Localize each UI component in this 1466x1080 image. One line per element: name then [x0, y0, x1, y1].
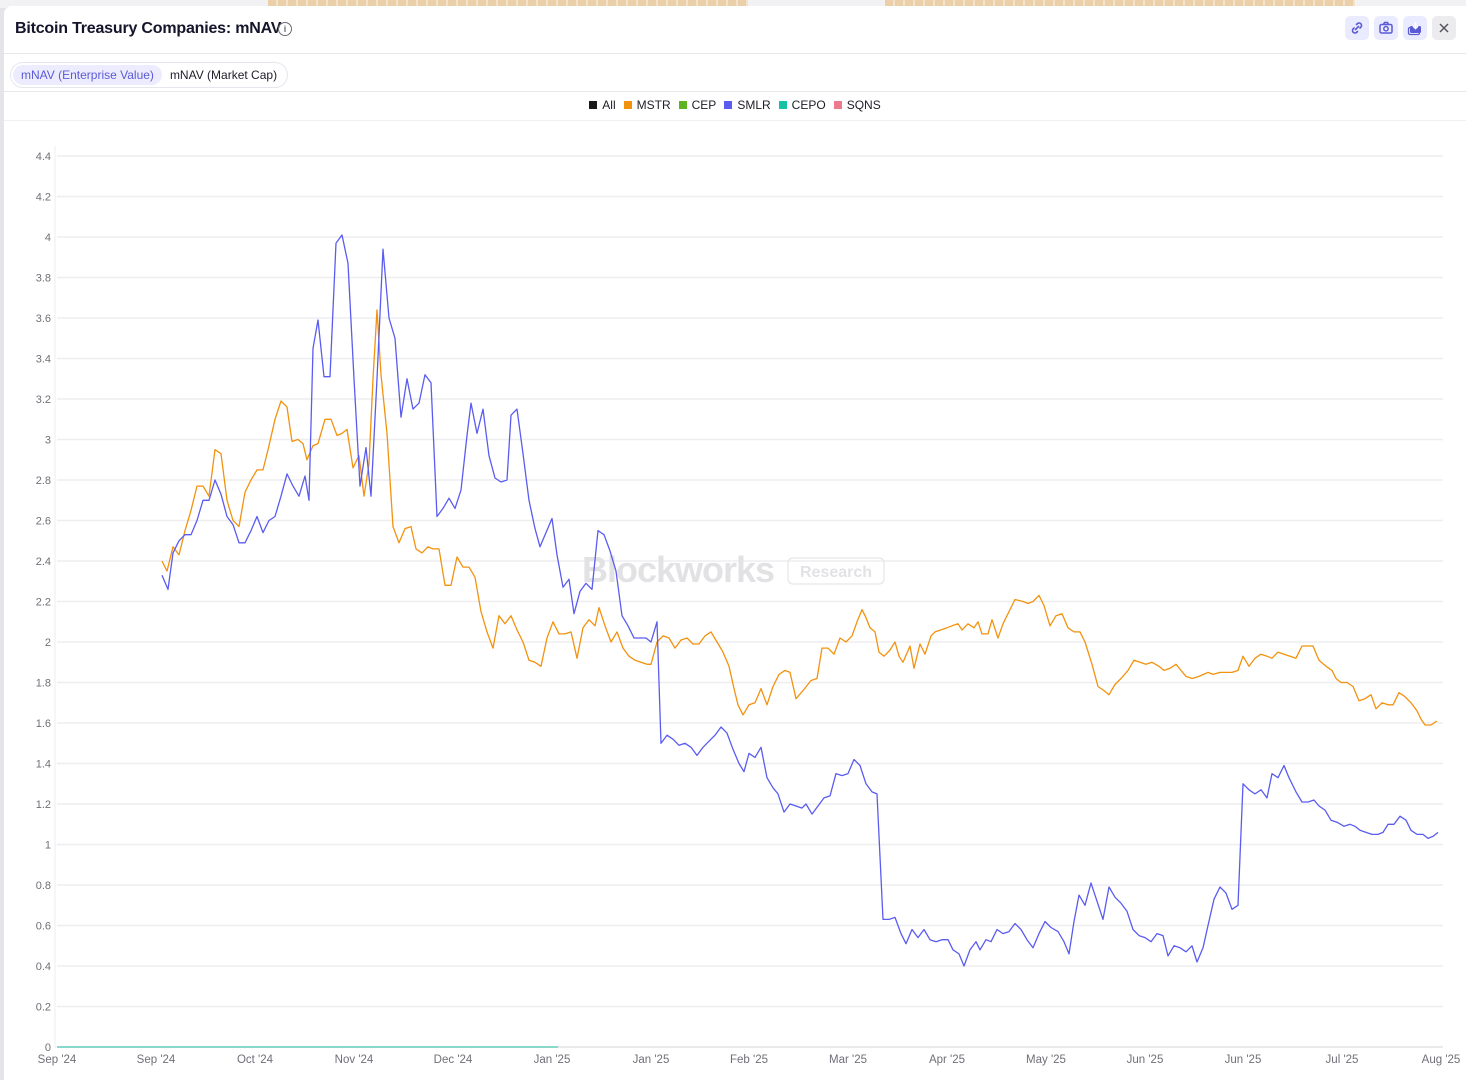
- y-axis: 0 0.2 0.4 0.6 0.8 1 1.2 1.4 1.6 1.8 2 2.2 2.4 2.6 2.8 3…: [36, 146, 56, 1054]
- y-tick-label: 1.8: [36, 678, 51, 690]
- legend-swatch: [623, 101, 632, 109]
- series-lines: [57, 234, 1439, 1048]
- x-tick-label: Dec '24: [434, 1054, 473, 1066]
- gridlines: [57, 155, 1443, 1048]
- info-circle-icon[interactable]: i: [278, 22, 292, 36]
- copy-link-button[interactable]: [1345, 16, 1369, 40]
- y-tick-label: 0.4: [36, 961, 51, 973]
- chart-legend: All MSTR CEP SMLR CEPO SQNS: [4, 98, 1466, 112]
- background-page: [0, 0, 1466, 8]
- y-tick-label: 0.8: [36, 880, 51, 892]
- x-tick-label: May '25: [1026, 1054, 1066, 1066]
- close-icon: [1439, 23, 1449, 33]
- series-line-smlr[interactable]: [161, 234, 1439, 967]
- legend-swatch: [833, 101, 842, 109]
- y-tick-label: 1.4: [36, 759, 51, 771]
- close-button[interactable]: [1432, 16, 1456, 40]
- x-tick-label: Sep '24: [38, 1054, 77, 1066]
- x-tick-label: Jun '25: [1225, 1054, 1262, 1066]
- legend-label: SMLR: [737, 98, 771, 112]
- watermark-tag: Research: [800, 564, 872, 581]
- chart-title: Bitcoin Treasury Companies: mNAV: [15, 20, 282, 37]
- y-tick-label: 0.6: [36, 921, 51, 933]
- y-tick-label: 3: [45, 435, 51, 447]
- x-tick-label: Nov '24: [335, 1054, 374, 1066]
- download-button[interactable]: [1403, 16, 1427, 40]
- y-tick-label: 2.4: [36, 556, 51, 568]
- screenshot-button[interactable]: [1374, 16, 1398, 40]
- link-icon: [1351, 22, 1363, 34]
- modal-header: Bitcoin Treasury Companies: mNAV i: [4, 6, 1466, 54]
- legend-swatch: [724, 101, 733, 109]
- y-tick-label: 0.2: [36, 1002, 51, 1014]
- x-tick-label: Feb '25: [730, 1054, 768, 1066]
- legend-label: MSTR: [636, 98, 671, 112]
- y-tick-label: 2.6: [36, 516, 51, 528]
- legend-item-smlr[interactable]: SMLR: [724, 98, 771, 112]
- x-tick-label: Sep '24: [137, 1054, 176, 1066]
- toggle-enterprise-value[interactable]: mNAV (Enterprise Value): [13, 65, 162, 85]
- y-tick-label: 4.4: [36, 151, 51, 163]
- y-tick-label: 0: [45, 1042, 51, 1054]
- camera-icon: [1379, 21, 1393, 34]
- legend-label: CEP: [691, 98, 717, 112]
- y-tick-label: 3.8: [36, 273, 51, 285]
- legend-swatch: [589, 101, 598, 109]
- legend-label: All: [602, 98, 616, 112]
- background-chart-strip: [268, 0, 748, 6]
- download-icon: [1407, 22, 1421, 36]
- y-tick-label: 1.2: [36, 799, 51, 811]
- y-tick-label: 1: [45, 840, 51, 852]
- metric-toggle: mNAV (Enterprise Value) mNAV (Market Cap…: [10, 62, 289, 88]
- x-tick-label: Apr '25: [929, 1054, 965, 1066]
- x-tick-label: Jan '25: [633, 1054, 670, 1066]
- watermark: Blockworks Research: [582, 549, 885, 590]
- background-chart-strip: [885, 0, 1355, 6]
- legend-item-all[interactable]: All: [589, 98, 616, 112]
- x-tick-label: Jul '25: [1326, 1054, 1359, 1066]
- x-tick-label: Oct '24: [237, 1054, 274, 1066]
- y-tick-label: 3.2: [36, 394, 51, 406]
- toggle-market-cap[interactable]: mNAV (Market Cap): [169, 68, 278, 82]
- series-line-mstr[interactable]: [161, 309, 1438, 726]
- y-tick-label: 2.2: [36, 597, 51, 609]
- y-tick-label: 1.6: [36, 718, 51, 730]
- y-tick-label: 2.8: [36, 475, 51, 487]
- legend-label: SQNS: [846, 98, 881, 112]
- watermark-badge: [787, 557, 885, 585]
- x-tick-label: Mar '25: [829, 1054, 867, 1066]
- y-tick-label: 3.4: [36, 354, 51, 366]
- legend-swatch: [678, 101, 687, 109]
- y-tick-label: 3.6: [36, 313, 51, 325]
- y-tick-label: 4: [45, 232, 51, 244]
- chart-modal: Bitcoin Treasury Companies: mNAV i mNAV …: [4, 6, 1466, 1080]
- x-axis: Sep '24 Sep '24 Oct '24 Nov '24 Dec '24 Jan '…: [38, 1046, 1461, 1066]
- y-tick-label: 2: [45, 637, 51, 649]
- legend-swatch: [778, 101, 787, 109]
- legend-item-mstr[interactable]: MSTR: [623, 98, 671, 112]
- legend-item-cep[interactable]: CEP: [678, 98, 717, 112]
- legend-label: CEPO: [791, 98, 826, 112]
- legend-item-cepo[interactable]: CEPO: [778, 98, 826, 112]
- toolbar: [1345, 16, 1456, 40]
- divider: [4, 120, 1466, 121]
- x-tick-label: Aug '25: [1422, 1054, 1461, 1066]
- watermark-brand: Blockworks: [582, 549, 774, 590]
- divider: [4, 91, 1466, 92]
- x-tick-label: Jun '25: [1127, 1054, 1164, 1066]
- y-tick-label: 4.2: [36, 192, 51, 204]
- x-tick-label: Jan '25: [534, 1054, 571, 1066]
- legend-item-sqns[interactable]: SQNS: [833, 98, 881, 112]
